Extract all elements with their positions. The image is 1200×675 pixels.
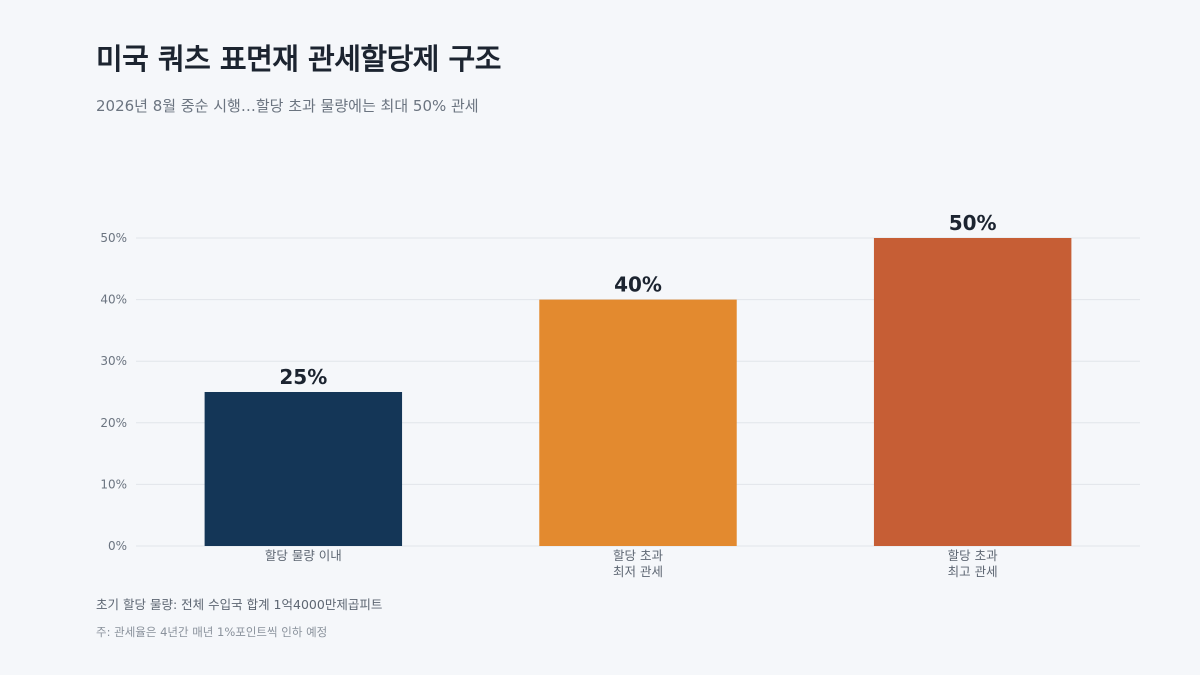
bar: [204, 392, 403, 546]
footnote: 주: 관세율은 4년간 매년 1%포인트씩 인하 예정: [96, 625, 328, 639]
chart-subtitle: 2026년 8월 중순 시행…할당 초과 물량에는 최대 50% 관세: [96, 97, 479, 115]
bar: [873, 238, 1072, 546]
bar-value-label: 50%: [949, 211, 997, 235]
bar-value-label: 25%: [279, 365, 327, 389]
y-tick-label: 30%: [100, 354, 127, 368]
chart-title: 미국 쿼츠 표면재 관세할당제 구조: [96, 42, 501, 76]
y-tick-label: 0%: [108, 539, 127, 553]
y-tick-label: 40%: [100, 293, 127, 307]
x-category-label: 할당 초과 최저 관세: [613, 548, 663, 579]
x-category-label: 할당 물량 이내: [265, 548, 342, 563]
label-layer: 0% 10% 20% 30% 40% 50% 25% 할당 물량 이내 40% 할당 초과 최저 관…: [100, 211, 998, 579]
bar-value-label: 40%: [614, 273, 662, 297]
y-tick-label: 10%: [100, 477, 127, 491]
bar-layer: [204, 238, 1072, 546]
y-tick-label: 20%: [100, 416, 127, 430]
x-category-label: 할당 초과 최고 관세: [948, 548, 998, 579]
y-tick-label: 50%: [100, 231, 127, 245]
quota-note: 초기 할당 물량: 전체 수입국 합계 1억4000만제곱피트: [96, 597, 383, 612]
bar: [539, 299, 737, 546]
